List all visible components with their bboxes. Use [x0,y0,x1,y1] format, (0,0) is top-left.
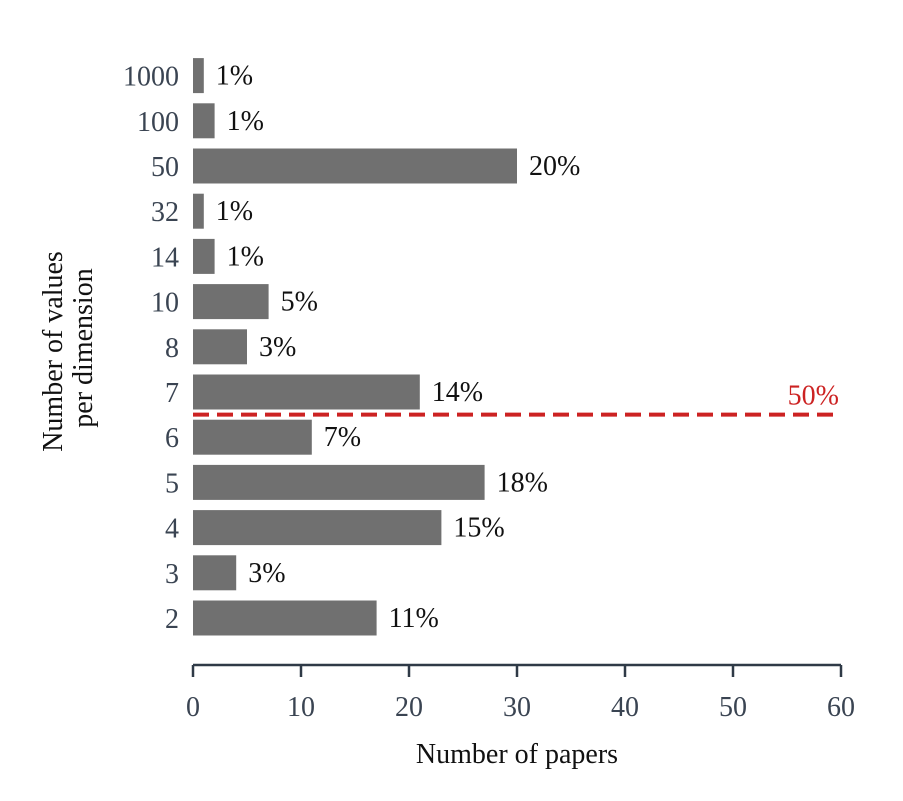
data-label-50: 20% [529,151,580,182]
bar-32 [193,193,204,229]
data-label-7: 14% [432,377,483,408]
data-label-3: 3% [248,558,285,589]
x-tick-label-0: 0 [186,692,200,723]
bar-8 [193,329,247,365]
data-label-8: 3% [259,332,296,363]
bar-14 [193,238,215,274]
y-tick-label-32: 32 [151,197,179,228]
y-tick-label-1000: 1000 [123,62,179,93]
y-tick-label-5: 5 [165,468,179,499]
y-tick-label-100: 100 [137,107,179,138]
y-tick-label-4: 4 [165,514,179,545]
data-label-5: 18% [497,467,548,498]
y-tick-label-3: 3 [165,559,179,590]
y-tick-label-8: 8 [165,333,179,364]
bar-7 [193,374,420,410]
y-tick-label-6: 6 [165,423,179,454]
x-tick-label-10: 10 [287,692,315,723]
x-ticks-group: 0 10 20 30 40 50 60 [186,665,855,723]
data-label-1000: 1% [216,61,253,92]
y-axis-title-line-1: Number of values [38,251,69,452]
y-tick-labels-group: 2 3 4 5 6 7 8 10 14 32 50 100 1000 [123,62,179,635]
y-tick-label-14: 14 [151,242,179,273]
bar-10 [193,284,269,320]
y-tick-label-50: 50 [151,152,179,183]
data-label-100: 1% [227,106,264,137]
bar-2 [193,600,377,636]
data-label-6: 7% [324,422,361,453]
bars-group [193,58,517,636]
data-label-10: 5% [281,287,318,318]
y-tick-label-10: 10 [151,288,179,319]
x-tick-label-20: 20 [395,692,423,723]
reference-line-group: 50% [193,381,841,417]
bar-50 [193,148,517,184]
data-labels-group: 11% 3% 15% 18% 7% 14% 3% 5% 1% 1% 20% 1% 1% [216,61,581,634]
bar-5 [193,464,485,500]
y-axis-title: Number of values per dimension [38,244,99,452]
bar-1000 [193,58,204,94]
y-tick-label-2: 2 [165,604,179,635]
bar-6 [193,419,312,455]
x-tick-label-60: 60 [827,692,855,723]
x-axis: 0 10 20 30 40 50 60 [186,663,855,723]
data-label-14: 1% [227,241,264,272]
y-axis-title-line-2: per dimension [68,268,99,427]
x-tick-label-50: 50 [719,692,747,723]
data-label-4: 15% [453,513,504,544]
bar-100 [193,103,215,139]
x-tick-label-40: 40 [611,692,639,723]
reference-line-label: 50% [788,381,839,412]
bar-3 [193,555,237,591]
x-axis-title: Number of papers [416,739,618,770]
data-label-2: 11% [389,603,439,634]
y-tick-label-7: 7 [165,378,179,409]
x-tick-label-30: 30 [503,692,531,723]
bar-4 [193,510,442,546]
data-label-32: 1% [216,196,253,227]
